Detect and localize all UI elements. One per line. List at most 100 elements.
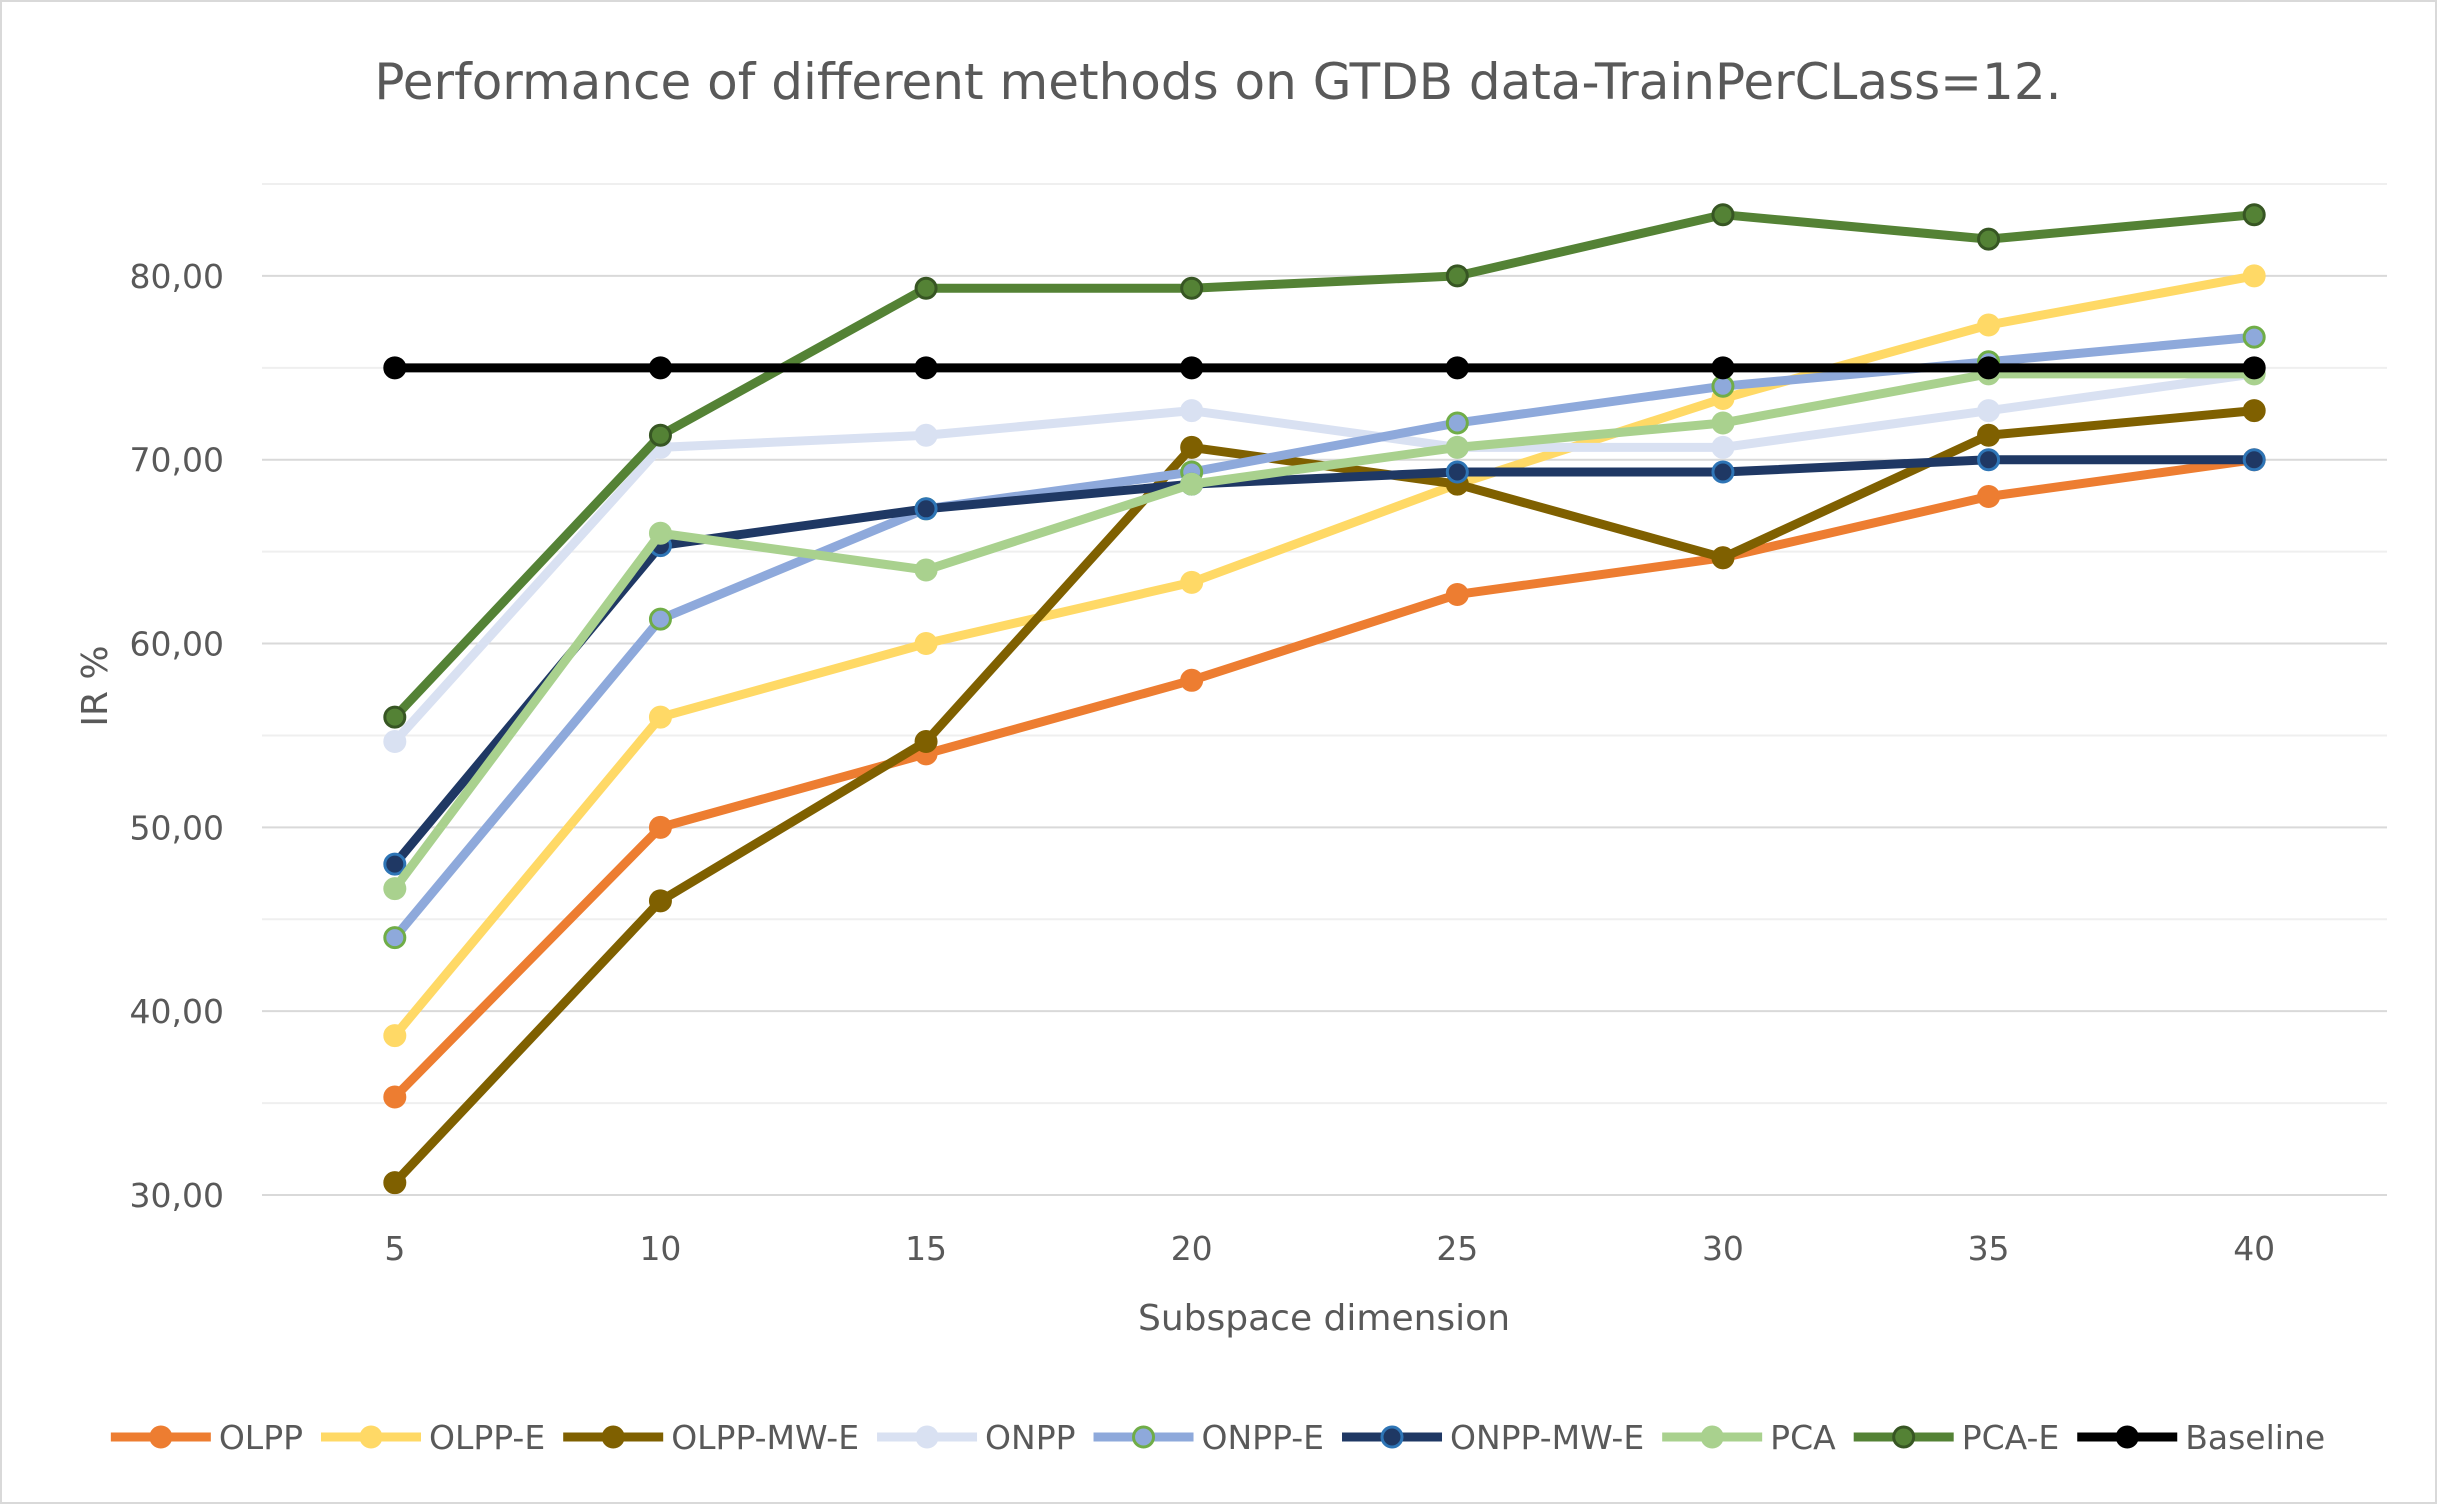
y-tick-label: 70,00 bbox=[130, 441, 224, 480]
series-line-pca-e bbox=[390, 210, 2259, 722]
y-axis-ticks: 30,00 40,00 50,00 60,00 70,00 80,00 bbox=[130, 257, 224, 1215]
data-point bbox=[1711, 546, 1735, 570]
data-point bbox=[914, 558, 938, 582]
data-point bbox=[383, 852, 407, 876]
data-point bbox=[1977, 356, 2001, 380]
series-line-olpp bbox=[390, 455, 2259, 1102]
data-point bbox=[1445, 356, 1469, 380]
data-point bbox=[1711, 411, 1735, 435]
x-axis-label: Subspace dimension bbox=[1138, 1298, 1510, 1339]
legend-swatch-marker bbox=[2115, 1425, 2139, 1449]
legend-swatch-marker bbox=[1700, 1425, 1724, 1449]
y-tick-label: 50,00 bbox=[130, 808, 224, 847]
data-point bbox=[1977, 448, 2001, 472]
legend-item-pca: PCA bbox=[1662, 1418, 1836, 1457]
data-point bbox=[914, 632, 938, 656]
y-tick-label: 80,00 bbox=[130, 257, 224, 296]
data-point bbox=[648, 521, 672, 545]
data-point bbox=[648, 607, 672, 631]
data-point bbox=[383, 356, 407, 380]
data-point bbox=[914, 423, 938, 447]
series-pca-e bbox=[383, 203, 2266, 729]
legend-label: OLPP-E bbox=[429, 1418, 545, 1457]
chart-title: Performance of different methods on GTDB… bbox=[374, 53, 2061, 111]
series-layer bbox=[383, 203, 2266, 1195]
legend-label: OLPP-MW-E bbox=[671, 1418, 859, 1457]
legend: OLPP OLPP-E OLPP-MW-E ONPP ONPP-E ONPP-MW-E PC… bbox=[110, 1418, 2325, 1457]
data-point bbox=[1711, 356, 1735, 380]
data-point bbox=[1445, 582, 1469, 606]
legend-label: ONPP-E bbox=[1202, 1418, 1325, 1457]
data-point bbox=[1977, 313, 2001, 337]
y-axis-label: IR % bbox=[75, 645, 116, 726]
data-point bbox=[1711, 435, 1735, 459]
legend-label: ONPP bbox=[985, 1418, 1075, 1457]
x-tick-label: 10 bbox=[639, 1229, 681, 1268]
x-axis-ticks: 5 10 15 20 25 30 35 40 bbox=[384, 1229, 2275, 1268]
legend-item-pca-e: PCA-E bbox=[1853, 1418, 2060, 1457]
legend-swatch-marker bbox=[359, 1425, 383, 1449]
series-pca bbox=[383, 362, 2266, 901]
data-point bbox=[1977, 399, 2001, 423]
data-point bbox=[383, 926, 407, 950]
data-point bbox=[1180, 399, 1204, 423]
data-point bbox=[2242, 325, 2266, 349]
data-point bbox=[1445, 411, 1469, 435]
series-line-olpp-mw-e bbox=[390, 406, 2259, 1188]
data-point bbox=[648, 705, 672, 729]
data-point bbox=[1445, 460, 1469, 484]
data-point bbox=[383, 1024, 407, 1048]
data-point bbox=[2242, 448, 2266, 472]
x-tick-label: 15 bbox=[905, 1229, 947, 1268]
x-tick-label: 25 bbox=[1436, 1229, 1478, 1268]
data-point bbox=[1180, 570, 1204, 594]
legend-item-olpp-mw-e: OLPP-MW-E bbox=[563, 1418, 859, 1457]
y-tick-label: 40,00 bbox=[130, 992, 224, 1031]
data-point bbox=[1445, 435, 1469, 459]
data-point bbox=[2242, 356, 2266, 380]
series-line-onpp bbox=[390, 369, 2259, 747]
legend-swatch-marker bbox=[915, 1425, 939, 1449]
y-tick-label: 30,00 bbox=[130, 1176, 224, 1215]
x-tick-label: 30 bbox=[1702, 1229, 1744, 1268]
series-line-olpp-e bbox=[390, 271, 2259, 1041]
legend-label: ONPP-MW-E bbox=[1450, 1418, 1644, 1457]
data-point bbox=[914, 730, 938, 754]
data-point bbox=[1180, 472, 1204, 496]
data-point bbox=[383, 705, 407, 729]
data-point bbox=[1180, 435, 1204, 459]
data-point bbox=[2242, 203, 2266, 227]
data-point bbox=[1445, 264, 1469, 288]
legend-item-onpp-mw-e: ONPP-MW-E bbox=[1342, 1418, 1644, 1457]
series-baseline bbox=[383, 356, 2266, 380]
legend-swatch-marker bbox=[1892, 1425, 1916, 1449]
legend-item-olpp: OLPP bbox=[110, 1418, 303, 1457]
data-point bbox=[383, 877, 407, 901]
data-point bbox=[1711, 203, 1735, 227]
legend-label: OLPP bbox=[219, 1418, 303, 1457]
data-point bbox=[1977, 423, 2001, 447]
data-point bbox=[648, 815, 672, 839]
legend-item-olpp-e: OLPP-E bbox=[321, 1418, 545, 1457]
legend-label: PCA-E bbox=[1962, 1418, 2060, 1457]
data-point bbox=[383, 1085, 407, 1109]
data-point bbox=[1977, 484, 2001, 508]
x-tick-label: 20 bbox=[1171, 1229, 1213, 1268]
series-line-onpp-mw-e bbox=[390, 455, 2259, 869]
series-onpp-mw-e bbox=[383, 448, 2266, 876]
legend-item-baseline: Baseline bbox=[2077, 1418, 2325, 1457]
y-tick-label: 60,00 bbox=[130, 625, 224, 664]
data-point bbox=[648, 889, 672, 913]
data-point bbox=[648, 423, 672, 447]
data-point bbox=[914, 356, 938, 380]
legend-label: PCA bbox=[1770, 1418, 1836, 1457]
legend-swatch-marker bbox=[149, 1425, 173, 1449]
data-point bbox=[383, 730, 407, 754]
series-line-pca bbox=[390, 369, 2259, 894]
data-point bbox=[1977, 227, 2001, 251]
data-point bbox=[2242, 399, 2266, 423]
data-point bbox=[914, 497, 938, 521]
legend-swatch-marker bbox=[1380, 1425, 1404, 1449]
